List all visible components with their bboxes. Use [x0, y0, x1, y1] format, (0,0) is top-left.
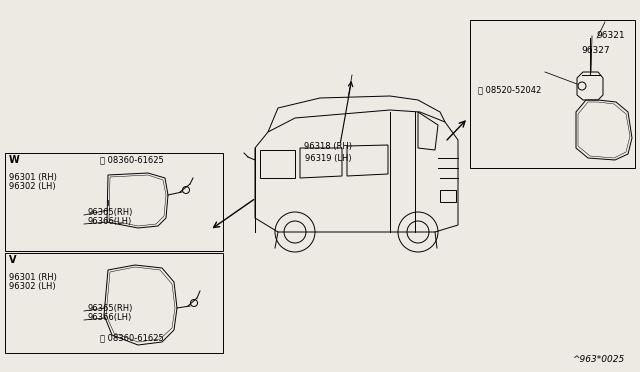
- Text: 96365(RH): 96365(RH): [87, 304, 132, 313]
- Text: 96301 (RH): 96301 (RH): [9, 173, 57, 182]
- Text: 96366(LH): 96366(LH): [87, 217, 131, 226]
- Text: Ⓢ 08360-61625: Ⓢ 08360-61625: [100, 155, 164, 164]
- Text: 96301 (RH): 96301 (RH): [9, 273, 57, 282]
- Text: ^963*0025: ^963*0025: [572, 355, 624, 364]
- Bar: [5, 253, 223, 353]
- Bar: [440, 190, 456, 202]
- Bar: [470, 20, 635, 168]
- Text: 96302 (LH): 96302 (LH): [9, 282, 56, 291]
- Text: V: V: [9, 255, 17, 265]
- Text: W: W: [9, 155, 20, 165]
- Text: 96365(RH): 96365(RH): [87, 208, 132, 217]
- Text: 96318 (RH)
96319 (LH): 96318 (RH) 96319 (LH): [304, 142, 352, 163]
- Text: 96321: 96321: [596, 31, 625, 40]
- Text: 96302 (LH): 96302 (LH): [9, 182, 56, 191]
- Text: Ⓢ 08520-52042: Ⓢ 08520-52042: [478, 85, 541, 94]
- Text: 96327: 96327: [581, 46, 610, 55]
- Text: Ⓢ 08360-61625: Ⓢ 08360-61625: [100, 333, 164, 342]
- Bar: [5, 153, 223, 251]
- Text: 96366(LH): 96366(LH): [87, 313, 131, 322]
